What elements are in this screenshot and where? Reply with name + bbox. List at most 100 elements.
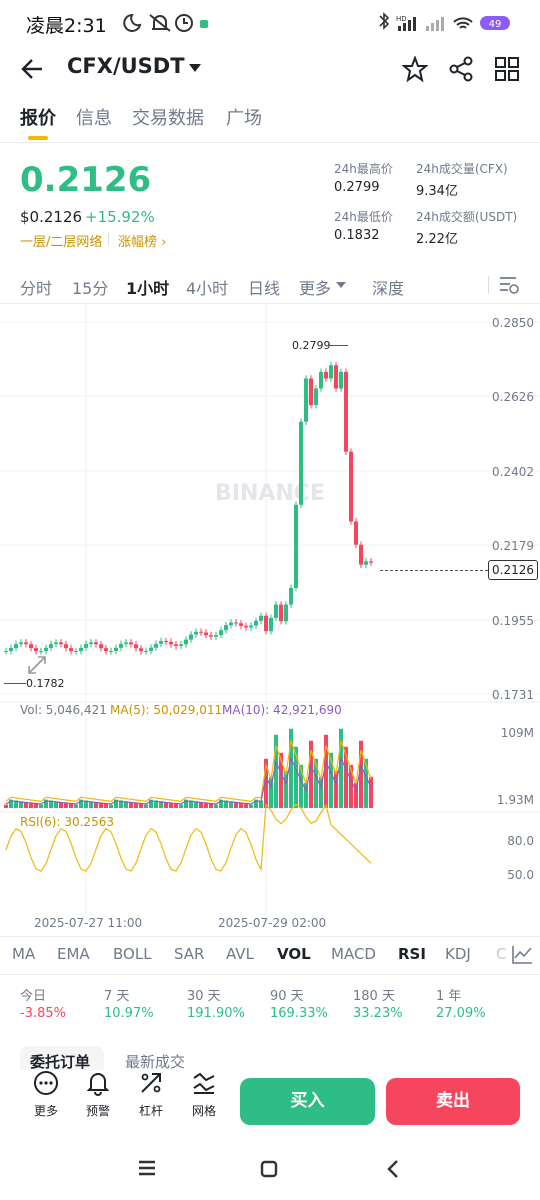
interval-4h[interactable]: 4小时: [186, 279, 229, 298]
interval-more[interactable]: 更多: [299, 279, 332, 298]
ind-ma[interactable]: MA: [12, 945, 36, 963]
candle-body: [154, 643, 158, 648]
candle-body: [64, 644, 68, 649]
ind-ema[interactable]: EMA: [57, 945, 90, 963]
star-icon[interactable]: [402, 56, 428, 82]
chevron-down-icon[interactable]: [187, 62, 203, 74]
tab-info[interactable]: 信息: [76, 108, 112, 129]
candle-body: [234, 622, 238, 624]
ind-boll[interactable]: BOLL: [113, 945, 152, 963]
candle-body: [324, 371, 328, 379]
volume-bar: [24, 802, 28, 808]
grid-icon: [193, 1072, 215, 1094]
candle-body: [139, 648, 143, 652]
menu-icon[interactable]: [138, 1160, 156, 1176]
last-price: 0.2126: [20, 160, 152, 200]
volume-bar: [114, 799, 118, 808]
interval-1d[interactable]: 日线: [248, 279, 281, 298]
ma10-line: [5, 756, 372, 805]
chart-settings-icon[interactable]: [498, 274, 520, 296]
volume-bar: [84, 800, 88, 808]
tab-trading-data[interactable]: 交易数据: [132, 108, 204, 129]
alert-button[interactable]: 预警: [76, 1070, 120, 1119]
candle-body: [174, 644, 178, 646]
volume-bar: [199, 802, 203, 808]
ma5-line: [5, 740, 372, 802]
alert-label: 预警: [85, 1104, 110, 1118]
share-icon[interactable]: [448, 56, 474, 82]
volume-label: 24h成交量(CFX): [416, 162, 508, 176]
volume-bar: [269, 776, 273, 808]
candle-body: [354, 521, 358, 545]
more-button[interactable]: 更多: [24, 1070, 68, 1119]
volume-bar: [104, 803, 108, 808]
sell-button[interactable]: 卖出: [386, 1078, 520, 1125]
volume-bar: [284, 770, 288, 808]
volume-bar: [319, 776, 323, 808]
volume-bar: [359, 740, 363, 808]
amount-value: 2.22亿: [416, 232, 458, 247]
volume-bar: [4, 804, 8, 808]
volume-bar: [369, 776, 373, 808]
volume-bar: [224, 800, 228, 808]
pair-title[interactable]: CFX/USDT: [67, 54, 185, 78]
ind-rsi[interactable]: RSI: [398, 945, 426, 963]
volume-bar: [214, 804, 218, 808]
candle-body: [99, 644, 103, 649]
divider: [0, 142, 540, 143]
back-nav-icon[interactable]: [386, 1159, 400, 1179]
volume-bar: [94, 802, 98, 808]
volume-bar: [259, 800, 263, 808]
volume-bar: [324, 734, 328, 808]
active-tab-indicator: [28, 136, 48, 140]
apps-grid-icon[interactable]: [494, 56, 520, 82]
candlestick-chart[interactable]: BINANCE: [0, 304, 540, 934]
tab-square[interactable]: 广场: [226, 108, 262, 129]
perf-label: 7 天: [104, 989, 130, 1004]
candle-body: [9, 647, 13, 652]
interval-time[interactable]: 分时: [20, 279, 53, 298]
candle-body: [74, 651, 78, 653]
ind-avl[interactable]: AVL: [226, 945, 254, 963]
volume-bar: [174, 803, 178, 808]
interval-depth[interactable]: 深度: [372, 279, 405, 298]
volume-bar: [124, 801, 128, 808]
vol-legend: Vol: 5,046,421: [20, 703, 107, 717]
network-tag[interactable]: 一层/二层网络: [20, 235, 103, 250]
more-chevron-icon[interactable]: [335, 281, 347, 289]
indicator-chart-icon[interactable]: [510, 944, 534, 966]
leverage-button[interactable]: 杠杆: [129, 1070, 173, 1119]
expand-icon[interactable]: [26, 654, 48, 676]
candle-body: [39, 651, 43, 653]
candle-body: [44, 647, 48, 652]
tab-latest-trades[interactable]: 最新成交: [125, 1053, 186, 1071]
back-arrow-icon[interactable]: [20, 56, 46, 82]
ind-kdj[interactable]: KDJ: [445, 945, 471, 963]
interval-15m[interactable]: 15分: [72, 279, 109, 298]
tab-open-orders-label: 委托订单: [30, 1053, 91, 1071]
buy-button[interactable]: 买入: [240, 1078, 375, 1125]
max-price-label: 0.2799: [292, 339, 331, 352]
home-icon[interactable]: [260, 1160, 278, 1178]
candle-body: [359, 544, 363, 565]
perf-label: 90 天: [270, 989, 304, 1004]
ranking-tag[interactable]: 涨幅榜 ›: [118, 235, 167, 250]
grid-button[interactable]: 网格: [182, 1070, 226, 1119]
ind-macd[interactable]: MACD: [331, 945, 376, 963]
battery-level: 49: [489, 19, 502, 30]
date-label: 2025-07-27 11:00: [34, 916, 143, 930]
watermark: BINANCE: [215, 481, 325, 506]
ma5-legend: MA(5): 50,029,011: [110, 703, 223, 717]
volume-bar: [229, 801, 233, 808]
candle-body: [334, 365, 338, 389]
y-label: 0.2626: [492, 390, 534, 404]
volume-bar: [334, 770, 338, 808]
ind-vol[interactable]: VOL: [277, 945, 311, 963]
tab-quote[interactable]: 报价: [20, 108, 56, 129]
interval-1h[interactable]: 1小时: [126, 279, 170, 298]
more-label: 更多: [33, 1104, 58, 1118]
ind-sar[interactable]: SAR: [174, 945, 205, 963]
ind-more[interactable]: C: [496, 945, 507, 963]
y-label: 0.2179: [492, 539, 534, 553]
candle-body: [209, 635, 213, 637]
